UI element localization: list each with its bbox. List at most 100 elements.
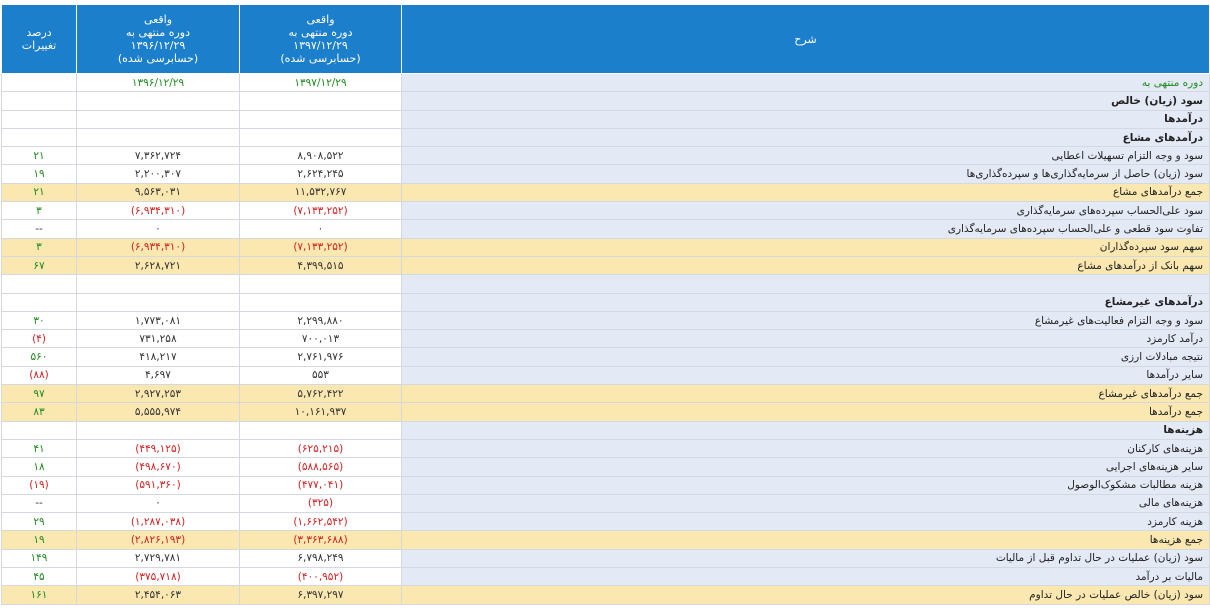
value-cell: ۸,۹۰۸,۵۲۲ [239,146,402,166]
change-cell: ۲۹ [1,512,77,532]
change-cell: ۱۹ [1,164,77,184]
change-cell: (۸۸) [1,365,77,386]
description-cell: جمع درآمدهای مشاع [401,182,1210,203]
value-cell: ۷,۳۶۲,۷۲۴ [76,146,240,166]
value-cell: (۱,۲۸۷,۰۳۸) [76,512,240,532]
value-cell [239,109,402,129]
description-cell: سایر هزینه‌های اجرایی [401,457,1210,477]
table-row: جمع درآمدهای مشاع ۱۱,۵۳۲,۷۶۷ ۹,۵۶۳,۰۳۱ ۲۱ [1,182,1210,203]
change-cell: ۴۱ [1,438,77,459]
value-cell: ۹,۵۶۳,۰۳۱ [76,182,240,203]
description-cell [401,274,1210,294]
value-cell: ۱۰,۱۶۱,۹۳۷ [239,402,402,422]
table-row: سهم سود سپرده‌گذاران (۷,۱۳۳,۲۵۲) (۶,۹۳۴,۳۱… [1,237,1210,257]
value-cell: (۱,۶۶۲,۵۴۲) [239,512,402,532]
table-row: جمع درآمدهای غیرمشاع ۵,۷۶۲,۴۲۲ ۲,۹۲۷,۲۵۳ ۹۷ [1,384,1210,404]
value-cell: ۴,۳۹۹,۵۱۵ [239,255,402,276]
description-cell: هزینه‌ها [401,420,1210,440]
header-line: ۱۳۹۷/۱۲/۲۹ [293,39,348,52]
description-cell: مالیات بر درآمد [401,567,1210,587]
change-cell: ۳ [1,237,77,257]
change-cell: ۱۹ [1,530,77,550]
change-cell: ۶۷ [1,255,77,276]
description-cell: سایر درآمدها [401,365,1210,386]
value-cell: (۳۲۵) [239,493,402,514]
change-cell [1,420,77,440]
value-cell [239,127,402,148]
value-cell [239,274,402,294]
table-row: هزینه کارمزد (۱,۶۶۲,۵۴۲) (۱,۲۸۷,۰۳۸) ۲۹ [1,512,1210,532]
table-row: هزینه‌های مالی (۳۲۵) ۰ -- [1,493,1210,514]
value-cell: (۴۰۰,۹۵۲) [239,567,402,587]
table-container: شرح واقعی دوره منتهی به ۱۳۹۷/۱۲/۲۹ (حسابرسی… [1,4,1210,605]
change-cell: ۳ [1,201,77,221]
table-row: جمع هزینه‌ها (۳,۳۶۳,۶۸۸) (۲,۸۲۶,۱۹۳) ۱۹ [1,530,1210,550]
table-row: سود (زیان) حاصل از سرمایه‌گذاری‌ها و سپر… [1,164,1210,184]
value-cell: (۳۷۵,۷۱۸) [76,567,240,587]
value-cell: ۰ [239,219,402,239]
description-cell: سهم سود سپرده‌گذاران [401,237,1210,257]
description-cell: هزینه‌های مالی [401,493,1210,514]
value-cell: ۲,۶۲۸,۷۲۱ [76,255,240,276]
table-row: سود (زیان) عملیات در حال تداوم قبل از ما… [1,548,1210,569]
header-line: واقعی [143,13,173,26]
change-cell: ۱۴۹ [1,548,77,569]
header-cell: واقعی دوره منتهی به ۱۳۹۷/۱۲/۲۹ (حسابرسی شده… [239,4,402,74]
change-cell: (۱۹) [1,475,77,495]
table-row: تفاوت سود قطعی و علی‌الحساب سپرده‌های سر… [1,219,1210,239]
change-cell: ۸۳ [1,402,77,422]
header-cell: شرح [401,4,1210,74]
table-row: درآمد کارمزد ۷۰۰,۰۱۳ ۷۳۱,۲۵۸ (۴) [1,329,1210,349]
description-cell: درآمدهای مشاع [401,127,1210,148]
header-row: شرح واقعی دوره منتهی به ۱۳۹۷/۱۲/۲۹ (حسابرسی… [1,4,1210,74]
value-cell: ۵۵۳ [239,365,402,386]
value-cell: ۲,۶۲۴,۲۴۵ [239,164,402,184]
value-cell [239,292,402,312]
description-cell: درآمد کارمزد [401,329,1210,349]
table-row: درآمدهای مشاع [1,127,1210,148]
value-cell: ۰ [76,219,240,239]
description-cell: دوره منتهی به [401,72,1210,93]
header-line: تغییرات [21,39,57,52]
header-line: (حسابرسی شده) [117,52,199,65]
value-cell: ۱۳۹۷/۱۲/۲۹ [239,72,402,93]
description-cell: هزینه‌های کارکنان [401,438,1210,459]
value-cell: ۲,۴۵۴,۰۶۳ [76,585,240,605]
value-cell: ۱,۷۷۳,۰۸۱ [76,310,240,331]
value-cell [76,274,240,294]
header-line: (حسابرسی شده) [280,52,361,65]
value-cell: (۲,۸۲۶,۱۹۳) [76,530,240,550]
table-row: نتیجه مبادلات ارزی ۲,۷۶۱,۹۷۶ ۴۱۸,۲۱۷ ۵۶۰ [1,347,1210,367]
table-row: مالیات بر درآمد (۴۰۰,۹۵۲) (۳۷۵,۷۱۸) ۴۵ [1,567,1210,587]
value-cell [76,109,240,129]
description-cell: تفاوت سود قطعی و علی‌الحساب سپرده‌های سر… [401,219,1210,239]
value-cell: ۰ [76,493,240,514]
value-cell [76,420,240,440]
value-cell: ۲,۹۲۷,۲۵۳ [76,384,240,404]
table-row: سود (زیان) خالص عملیات در حال تداوم ۶,۳۹۷… [1,585,1210,605]
table-row: هزینه‌های کارکنان (۶۲۵,۲۱۵) (۴۴۹,۱۲۵) ۴۱ [1,438,1210,459]
value-cell: ۲,۲۹۹,۸۸۰ [239,310,402,331]
table-row: سایر هزینه‌های اجرایی (۵۸۸,۵۶۵) (۴۹۸,۶۷۰) ۱… [1,457,1210,477]
table-row: سود علی‌الحساب سپرده‌های سرمایه‌گذاری (۷,… [1,201,1210,221]
value-cell: ۶,۳۹۷,۲۹۷ [239,585,402,605]
financial-table: شرح واقعی دوره منتهی به ۱۳۹۷/۱۲/۲۹ (حسابرسی… [1,4,1210,605]
table-row: سود (زیان) خالص [1,91,1210,111]
value-cell: (۶۲۵,۲۱۵) [239,438,402,459]
change-cell [1,292,77,312]
value-cell: ۷۰۰,۰۱۳ [239,329,402,349]
change-cell [1,91,77,111]
description-cell: سود (زیان) حاصل از سرمایه‌گذاری‌ها و سپر… [401,164,1210,184]
value-cell: (۷,۱۳۳,۲۵۲) [239,201,402,221]
description-cell: هزینه مطالبات مشکوک‌الوصول [401,475,1210,495]
description-cell: سود (زیان) عملیات در حال تداوم قبل از ما… [401,548,1210,569]
table-row: سود و وجه التزام فعالیت‌های غیرمشاع ۲,۲۹۹… [1,310,1210,331]
header-line: دوره منتهی به [125,26,190,39]
description-cell: سود و وجه التزام تسهیلات اعطایی [401,146,1210,166]
description-cell: سود علی‌الحساب سپرده‌های سرمایه‌گذاری [401,201,1210,221]
value-cell: ۲,۷۶۱,۹۷۶ [239,347,402,367]
value-cell: ۵,۵۵۵,۹۷۴ [76,402,240,422]
table-row: سایر درآمدها ۵۵۳ ۴,۶۹۷ (۸۸) [1,365,1210,386]
value-cell: ۲,۲۰۰,۳۰۷ [76,164,240,184]
